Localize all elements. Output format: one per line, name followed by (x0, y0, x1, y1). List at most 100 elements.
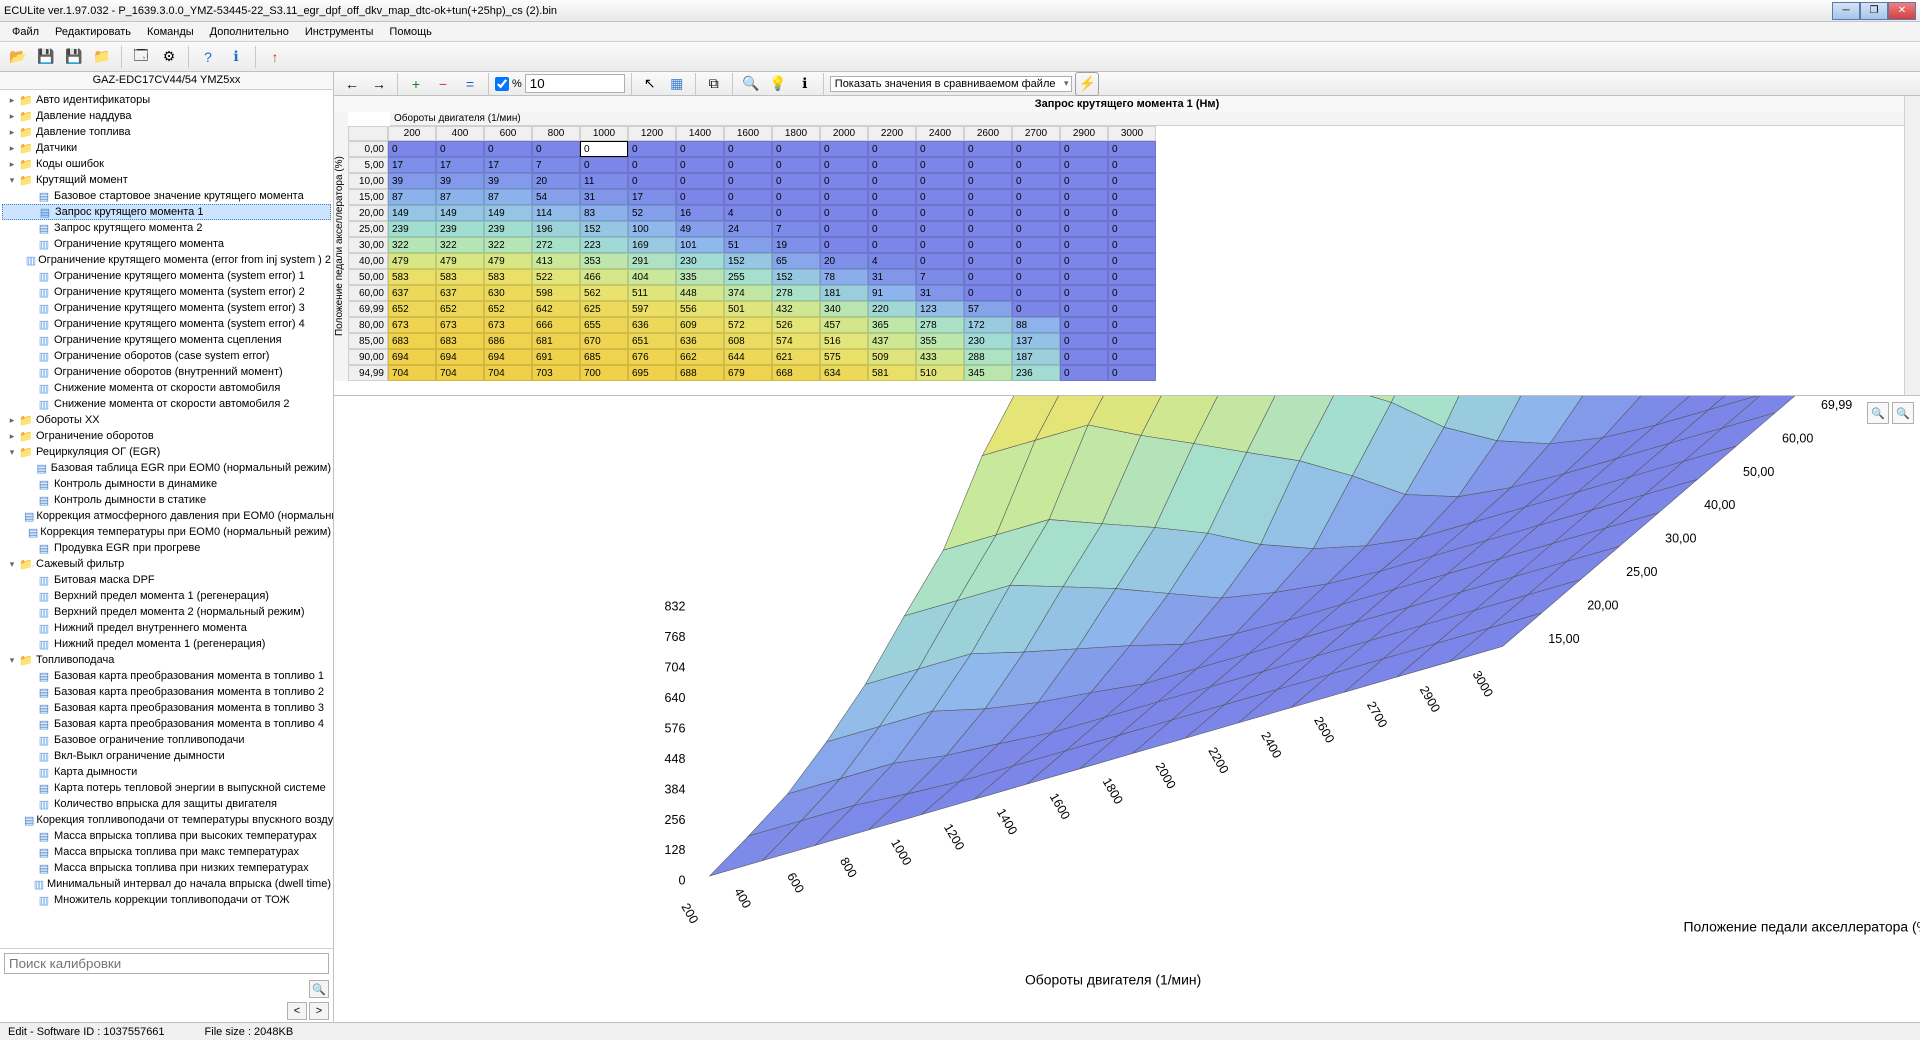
tree-item[interactable]: ▤Корекция топливоподачи от температуры в… (2, 812, 331, 828)
tree-item[interactable]: ▤Контроль дымности в статике (2, 492, 331, 508)
info-icon[interactable]: ℹ (224, 45, 248, 69)
surface-chart[interactable]: 🔍 🔍 012825638444857664070476883220040060… (334, 396, 1920, 1022)
menu-Команды[interactable]: Команды (139, 24, 202, 40)
tree-item[interactable]: ▤Масса впрыска топлива при макс температ… (2, 844, 331, 860)
tree-item[interactable]: ▤Коррекция атмосферного давления при EOM… (2, 508, 331, 524)
menu-Файл[interactable]: Файл (4, 24, 47, 40)
zoom-icon[interactable]: 🔍 (739, 72, 763, 96)
tree-item[interactable]: ▤Запрос крутящего момента 2 (2, 220, 331, 236)
open-icon[interactable]: 📂 (6, 45, 30, 69)
window-icon[interactable]: 🗔 (129, 45, 153, 69)
info2-icon[interactable]: ℹ (793, 72, 817, 96)
tree-item[interactable]: ▤Базовая таблица EGR при EOM0 (нормальны… (2, 460, 331, 476)
menu-Редактировать[interactable]: Редактировать (47, 24, 139, 40)
tree-item[interactable]: ▸📁Обороты XX (2, 412, 331, 428)
main-toolbar: 📂 💾 💾 📁 🗔 ⚙ ? ℹ ↑ (0, 42, 1920, 72)
tree-item[interactable]: ▥Ограничение оборотов (внутренний момент… (2, 364, 331, 380)
tree-item[interactable]: ▥Ограничение крутящего момента (system e… (2, 316, 331, 332)
tree-item[interactable]: ▥Количество впрыска для защиты двигателя (2, 796, 331, 812)
save-as-icon[interactable]: 💾 (62, 45, 86, 69)
tree-item[interactable]: ▤Карта потерь тепловой энергии в выпускн… (2, 780, 331, 796)
bulb-icon[interactable]: 💡 (766, 72, 790, 96)
tree-item[interactable]: ▤Базовая карта преобразования момента в … (2, 700, 331, 716)
tree-item[interactable]: ▤Базовая карта преобразования момента в … (2, 684, 331, 700)
gear-icon[interactable]: ⚙ (157, 45, 181, 69)
tree-item[interactable]: ▾📁Рециркуляция ОГ (EGR) (2, 444, 331, 460)
tree-item[interactable]: ▥Ограничение оборотов (case system error… (2, 348, 331, 364)
tree-item[interactable]: ▥Карта дымности (2, 764, 331, 780)
svg-text:20,00: 20,00 (1587, 598, 1618, 612)
maximize-button[interactable]: ❐ (1860, 2, 1888, 20)
tree-item[interactable]: ▾📁Крутящий момент (2, 172, 331, 188)
tree-item[interactable]: ▤Масса впрыска топлива при низких темпер… (2, 860, 331, 876)
cursor-icon[interactable]: ↖ (638, 72, 662, 96)
tree-item[interactable]: ▾📁Топливоподача (2, 652, 331, 668)
menu-Инструменты[interactable]: Инструменты (297, 24, 382, 40)
back-icon[interactable]: ← (340, 72, 364, 96)
tree-item[interactable]: ▥Ограничение крутящего момента (2, 236, 331, 252)
tree-item[interactable]: ▤Запрос крутящего момента 1 (2, 204, 331, 220)
prev-button[interactable]: < (287, 1002, 307, 1020)
minimize-button[interactable]: ─ (1832, 2, 1860, 20)
tree-item[interactable]: ▾📁Сажевый фильтр (2, 556, 331, 572)
upload-icon[interactable]: ↑ (263, 45, 287, 69)
tree-item[interactable]: ▤Базовая карта преобразования момента в … (2, 716, 331, 732)
tree-item[interactable]: ▸📁Авто идентификаторы (2, 92, 331, 108)
tree-item[interactable]: ▥Базовое ограничение топливоподачи (2, 732, 331, 748)
tree-item[interactable]: ▥Снижение момента от скорости автомобиля (2, 380, 331, 396)
tree-item[interactable]: ▸📁Давление топлива (2, 124, 331, 140)
help-icon[interactable]: ? (196, 45, 220, 69)
tree-item[interactable]: ▥Снижение момента от скорости автомобиля… (2, 396, 331, 412)
zoom-in-icon[interactable]: 🔍 (1867, 402, 1889, 424)
next-button[interactable]: > (309, 1002, 329, 1020)
plus-icon[interactable]: + (404, 72, 428, 96)
search-button[interactable]: 🔍 (309, 980, 329, 998)
tree-item[interactable]: ▸📁Давление наддува (2, 108, 331, 124)
svg-text:200: 200 (678, 901, 701, 926)
data-table[interactable]: Запрос крутящего момента 1 (Нм) Положени… (334, 96, 1920, 396)
tree-item[interactable]: ▥Ограничение крутящего момента сцепления (2, 332, 331, 348)
copy-icon[interactable]: ⧉ (702, 72, 726, 96)
tree-item[interactable]: ▥Ограничение крутящего момента (system e… (2, 300, 331, 316)
svg-text:400: 400 (731, 886, 754, 911)
tree-item[interactable]: ▥Нижний предел момента 1 (регенерация) (2, 636, 331, 652)
menu-Помощь[interactable]: Помощь (381, 24, 440, 40)
minus-icon[interactable]: − (431, 72, 455, 96)
tree-item[interactable]: ▥Множитель коррекции топливоподачи от ТО… (2, 892, 331, 908)
tree-item[interactable]: ▸📁Датчики (2, 140, 331, 156)
tree-item[interactable]: ▤Продувка EGR при прогреве (2, 540, 331, 556)
zoom-out-icon[interactable]: 🔍 (1892, 402, 1914, 424)
value-spinner[interactable] (525, 74, 625, 93)
save-icon[interactable]: 💾 (34, 45, 58, 69)
tree-item[interactable]: ▤Базовое стартовое значение крутящего мо… (2, 188, 331, 204)
tree-item[interactable]: ▸📁Ограничение оборотов (2, 428, 331, 444)
table-scrollbar[interactable] (1904, 96, 1920, 395)
menu-Дополнительно[interactable]: Дополнительно (202, 24, 297, 40)
tree-item[interactable]: ▥Вкл-Выкл ограничение дымности (2, 748, 331, 764)
tree-item[interactable]: ▥Верхний предел момента 2 (нормальный ре… (2, 604, 331, 620)
tree-item[interactable]: ▤Контроль дымности в динамике (2, 476, 331, 492)
tree-item[interactable]: ▤Масса впрыска топлива при высоких темпе… (2, 828, 331, 844)
tree-item[interactable]: ▥Ограничение крутящего момента (system e… (2, 284, 331, 300)
tree-item[interactable]: ▥Ограничение крутящего момента (system e… (2, 268, 331, 284)
calibration-tree[interactable]: ▸📁Авто идентификаторы▸📁Давление наддува▸… (0, 90, 333, 948)
close-button[interactable]: ✕ (1888, 2, 1916, 20)
tree-item[interactable]: ▥Верхний предел момента 1 (регенерация) (2, 588, 331, 604)
percent-checkbox[interactable] (495, 77, 509, 91)
tree-item[interactable]: ▥Битовая маска DPF (2, 572, 331, 588)
equals-icon[interactable]: = (458, 72, 482, 96)
tree-item[interactable]: ▥Ограничение крутящего момента (error fr… (2, 252, 331, 268)
folder-icon[interactable]: 📁 (90, 45, 114, 69)
x-axis-label: Обороты двигателя (1/мин) (390, 112, 1920, 126)
compare-dropdown[interactable]: Показать значения в сравниваемом файле (830, 76, 1073, 92)
tree-item[interactable]: ▸📁Коды ошибок (2, 156, 331, 172)
tree-item[interactable]: ▤Базовая карта преобразования момента в … (2, 668, 331, 684)
bolt-icon[interactable]: ⚡ (1075, 72, 1099, 96)
tree-item[interactable]: ▥Минимальный интервал до начала впрыска … (2, 876, 331, 892)
svg-text:2700: 2700 (1364, 699, 1390, 730)
forward-icon[interactable]: → (367, 72, 391, 96)
search-input[interactable] (4, 953, 329, 974)
tree-item[interactable]: ▤Коррекция температуры при EOM0 (нормаль… (2, 524, 331, 540)
grid-icon[interactable]: ▦ (665, 72, 689, 96)
tree-item[interactable]: ▥Нижний предел внутреннего момента (2, 620, 331, 636)
